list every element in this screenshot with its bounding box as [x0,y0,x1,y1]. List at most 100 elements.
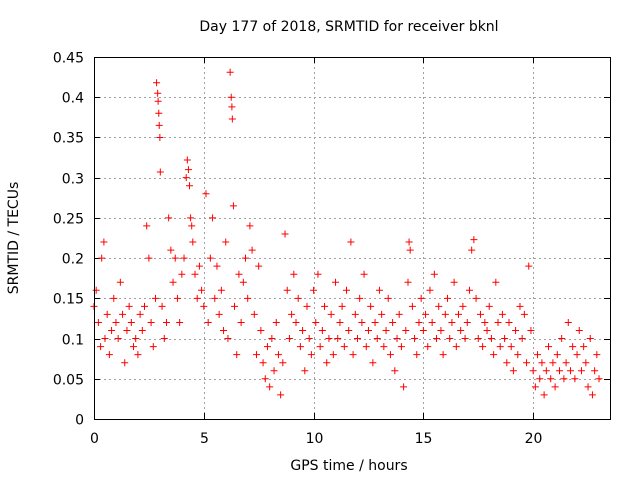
x-axis-label: GPS time / hours [290,458,407,474]
data-point [167,246,175,254]
data-point [375,286,383,294]
data-point [101,335,109,343]
data-point [228,103,236,111]
data-point [591,367,599,375]
data-point [263,343,271,351]
data-point [417,294,425,302]
data-point [518,335,526,343]
data-point [463,318,471,326]
x-tick-label: 0 [90,431,99,447]
data-point [237,318,245,326]
data-point [143,222,151,230]
data-point [523,359,531,367]
data-point [165,214,173,222]
x-tick-label: 10 [306,431,324,447]
data-point [228,115,236,123]
data-point [373,335,381,343]
data-point [162,318,170,326]
data-point [136,310,144,318]
data-point [200,302,208,310]
data-point [492,278,500,286]
data-point [382,327,390,335]
data-point [494,318,502,326]
data-point [108,327,116,335]
data-point [411,335,419,343]
data-point [272,318,280,326]
y-tick-label: 0.15 [53,292,84,308]
data-point [312,318,320,326]
data-point [202,190,210,198]
data-point [340,343,348,351]
data-point [426,286,434,294]
y-axis-label: SRMTID / TECUs [6,182,22,295]
y-tick-label: 0 [75,413,84,429]
data-point [114,335,122,343]
data-point [110,294,118,302]
data-point [586,335,594,343]
data-point [244,294,252,302]
data-point [149,343,157,351]
data-point [360,270,368,278]
data-point [193,294,201,302]
data-point [542,367,550,375]
data-point [560,375,568,383]
data-point [119,310,127,318]
data-point [145,254,153,262]
data-point [472,294,480,302]
data-point [206,254,214,262]
data-point [279,359,287,367]
data-point [213,262,221,270]
data-point [125,302,133,310]
data-point [305,335,313,343]
data-point [274,351,282,359]
data-point [209,214,217,222]
data-point [176,318,184,326]
data-point [551,383,559,391]
data-point [103,310,111,318]
data-point [222,238,230,246]
data-point [130,343,138,351]
data-point [180,254,188,262]
data-point [595,375,603,383]
data-point [195,262,203,270]
data-point [189,238,197,246]
data-point [151,294,159,302]
data-point [364,327,372,335]
data-point [307,351,315,359]
data-point [433,335,441,343]
data-point [217,286,225,294]
data-point [301,367,309,375]
data-point [321,302,329,310]
data-point [121,359,129,367]
data-point [424,343,432,351]
x-tick-label: 5 [200,431,209,447]
data-point [229,202,237,210]
data-point [470,236,478,244]
y-tick-label: 0.35 [53,131,84,147]
data-point [549,359,557,367]
data-point [285,335,293,343]
data-point [153,79,161,87]
data-point [310,286,318,294]
data-point [569,343,577,351]
data-point [367,302,375,310]
y-tick-label: 0.05 [53,373,84,389]
data-point [220,327,228,335]
data-point [138,327,146,335]
data-point [116,278,124,286]
data-point [573,351,581,359]
data-point [204,318,212,326]
data-point [235,270,243,278]
data-point [283,286,291,294]
data-point [564,318,572,326]
data-point [444,294,452,302]
data-point [588,391,596,399]
data-point [329,351,337,359]
data-point [155,109,163,117]
data-point [369,359,377,367]
data-point [215,310,223,318]
data-point [187,214,195,222]
data-point [512,327,520,335]
data-point [400,383,408,391]
